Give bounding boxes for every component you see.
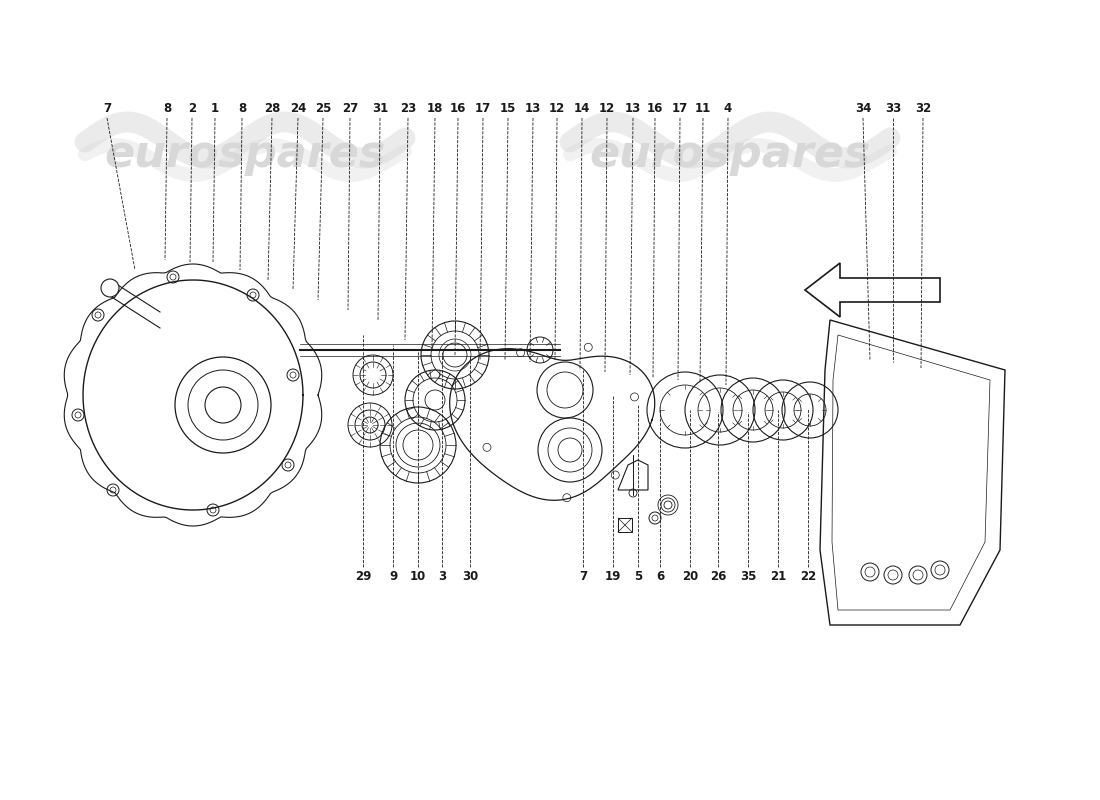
Text: 19: 19 bbox=[605, 570, 621, 583]
Text: 2: 2 bbox=[188, 102, 196, 115]
Text: 1: 1 bbox=[211, 102, 219, 115]
Circle shape bbox=[101, 279, 119, 297]
Text: eurospares: eurospares bbox=[104, 134, 386, 177]
Text: 12: 12 bbox=[549, 102, 565, 115]
Text: 7: 7 bbox=[103, 102, 111, 115]
Text: 18: 18 bbox=[427, 102, 443, 115]
Text: 3: 3 bbox=[438, 570, 447, 583]
Text: 12: 12 bbox=[598, 102, 615, 115]
Text: 17: 17 bbox=[672, 102, 689, 115]
Text: 34: 34 bbox=[855, 102, 871, 115]
Text: 16: 16 bbox=[647, 102, 663, 115]
Text: 26: 26 bbox=[710, 570, 726, 583]
Text: 9: 9 bbox=[389, 570, 397, 583]
Text: 30: 30 bbox=[462, 570, 478, 583]
Text: 16: 16 bbox=[450, 102, 466, 115]
Text: 28: 28 bbox=[264, 102, 280, 115]
Text: 25: 25 bbox=[315, 102, 331, 115]
Text: eurospares: eurospares bbox=[590, 134, 871, 177]
Text: 13: 13 bbox=[525, 102, 541, 115]
Text: 23: 23 bbox=[400, 102, 416, 115]
Text: 29: 29 bbox=[355, 570, 371, 583]
Text: 22: 22 bbox=[800, 570, 816, 583]
Text: 6: 6 bbox=[656, 570, 664, 583]
Text: 15: 15 bbox=[499, 102, 516, 115]
Text: 24: 24 bbox=[289, 102, 306, 115]
Text: 33: 33 bbox=[884, 102, 901, 115]
Text: 35: 35 bbox=[740, 570, 756, 583]
Text: 17: 17 bbox=[475, 102, 491, 115]
Text: 32: 32 bbox=[915, 102, 931, 115]
Text: 14: 14 bbox=[574, 102, 591, 115]
Text: 11: 11 bbox=[695, 102, 711, 115]
Text: 20: 20 bbox=[682, 570, 698, 583]
Text: 4: 4 bbox=[724, 102, 733, 115]
Text: 8: 8 bbox=[163, 102, 172, 115]
Text: 10: 10 bbox=[410, 570, 426, 583]
Text: 31: 31 bbox=[372, 102, 388, 115]
Text: 13: 13 bbox=[625, 102, 641, 115]
Text: 5: 5 bbox=[634, 570, 642, 583]
Text: 27: 27 bbox=[342, 102, 359, 115]
Text: 7: 7 bbox=[579, 570, 587, 583]
Text: 8: 8 bbox=[238, 102, 246, 115]
Text: 21: 21 bbox=[770, 570, 786, 583]
